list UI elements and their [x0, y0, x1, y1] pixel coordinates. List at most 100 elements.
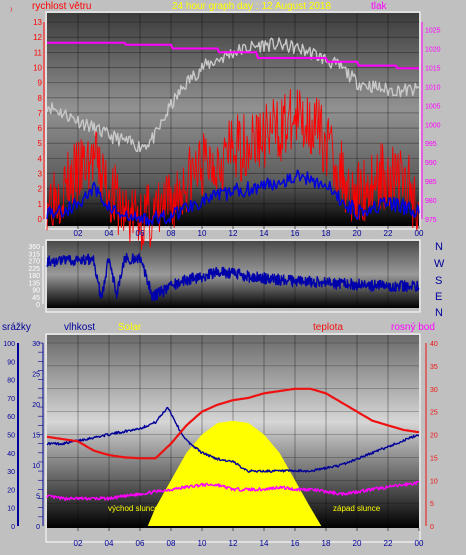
p2-left-tick-label: 225: [28, 266, 40, 273]
p3-xtick-label: 00: [415, 539, 424, 548]
p3-xtick-label: 18: [322, 539, 331, 548]
p3-temp-tick-label: 20: [430, 433, 438, 440]
p1-left-tick-label: 1: [38, 200, 43, 209]
p3-xtick-label: 14: [260, 539, 269, 548]
panel3-frame: [45, 333, 421, 543]
p3-temp-tick-label: 30: [430, 387, 438, 394]
p1-xtick-label: 10: [198, 229, 207, 238]
p1-left-tick-label: 10: [33, 63, 42, 72]
p1-xtick-label: 04: [105, 229, 114, 238]
p1-xtick-label: 18: [322, 229, 331, 238]
p1-xtick-label: 02: [74, 229, 83, 238]
precip-label: srážky: [2, 322, 31, 333]
p1-left-tick-label: 2: [38, 185, 43, 194]
p1-right-tick-label: 975: [425, 217, 437, 224]
p1-xtick-label: 08: [167, 229, 176, 238]
p2-left-tick-label: 270: [28, 259, 40, 266]
p1-left-tick-label: 7: [38, 109, 43, 118]
p1-left-tick-label: 8: [38, 94, 43, 103]
p3-temp-tick-label: 25: [430, 410, 438, 417]
p1-right-tick-label: 990: [425, 160, 437, 167]
p1-xtick-label: 20: [353, 229, 362, 238]
sunrise-annotation: východ slunce: [108, 504, 159, 513]
p1-right-tick-label: 1025: [425, 28, 441, 35]
compass-e: E: [435, 291, 442, 303]
p3-precip-tick-label: 20: [7, 487, 15, 494]
p1-left-tick-label: 0: [38, 215, 43, 224]
p1-left-tick-label: 4: [38, 154, 43, 163]
p3-precip-tick-label: 60: [7, 414, 15, 421]
compass-s: S: [435, 275, 442, 287]
p3-xtick-label: 08: [167, 539, 176, 548]
p3-xtick-label: 06: [136, 539, 145, 548]
p3-precip-tick-label: 90: [7, 359, 15, 366]
p2-left-tick-label: 90: [32, 288, 40, 295]
p3-temp-tick-label: 15: [430, 455, 438, 462]
p3-precip-tick-label: 0: [11, 524, 15, 531]
p1-xtick-label: 12: [229, 229, 238, 238]
wind-average-line: [46, 169, 420, 227]
p3-precip-tick-label: 30: [7, 469, 15, 476]
p1-right-tick-label: 985: [425, 179, 437, 186]
p1-xtick-label: 14: [260, 229, 269, 238]
p3-humidity-tick-label: 0: [36, 524, 40, 531]
p3-humidity-tick-label: 25: [32, 372, 40, 379]
p1-left-tick-label: 3: [38, 170, 43, 179]
compass-n-top: N: [435, 241, 443, 253]
p1-right-tick-label: 1020: [425, 47, 441, 54]
p2-left-tick-label: 360: [28, 244, 40, 251]
solar-area: [147, 420, 322, 526]
p3-precip-tick-label: 50: [7, 433, 15, 440]
p3-xtick-label: 10: [198, 539, 207, 548]
p1-right-tick-label: 995: [425, 141, 437, 148]
p1-left-tick-label: 13: [33, 18, 42, 27]
p2-left-tick-label: 315: [28, 251, 40, 258]
humidity-line: [46, 406, 419, 473]
p3-temp-tick-label: 40: [430, 341, 438, 348]
p3-temp-tick-label: 0: [430, 524, 434, 531]
p3-temp-tick-label: 35: [430, 364, 438, 371]
p3-xtick-label: 16: [291, 539, 300, 548]
p1-right-tick-label: 980: [425, 198, 437, 205]
p1-xtick-label: 00: [415, 229, 424, 238]
compass-w: W: [434, 258, 445, 270]
solar-label: Solar: [118, 322, 142, 333]
p3-precip-tick-label: 80: [7, 378, 15, 385]
p2-left-tick-label: 135: [28, 280, 40, 287]
p3-xtick-label: 04: [105, 539, 114, 548]
pressure-label: tlak: [371, 1, 388, 12]
p1-left-tick-label: 9: [38, 79, 43, 88]
wind-unit-glyph: ₎: [10, 3, 12, 13]
p3-humidity-tick-label: 20: [32, 402, 40, 409]
p3-xtick-label: 20: [353, 539, 362, 548]
panel2-frame: [45, 239, 421, 313]
sunset-annotation: západ slunce: [333, 504, 381, 513]
p1-right-tick-label: 1010: [425, 84, 441, 91]
p1-xtick-label: 06: [136, 229, 145, 238]
temperature-line: [46, 387, 420, 460]
p1-right-tick-label: 1000: [425, 122, 441, 129]
graph-title: 24 hour graph day : 12 August 2018: [172, 1, 331, 12]
p1-left-tick-label: 11: [34, 48, 43, 57]
p3-precip-tick-label: 40: [7, 451, 15, 458]
p3-humidity-tick-label: 10: [32, 463, 40, 470]
p3-xtick-label: 12: [229, 539, 238, 548]
p2-left-tick-label: 180: [28, 273, 40, 280]
p3-precip-tick-label: 10: [7, 506, 15, 513]
p3-humidity-tick-label: 30: [32, 341, 40, 348]
p1-left-tick-label: 12: [33, 33, 42, 42]
p3-temp-tick-label: 5: [430, 501, 434, 508]
wind-direction-line: [46, 252, 420, 302]
p2-left-tick-label: 0: [36, 302, 40, 309]
p3-temp-tick-label: 10: [430, 478, 438, 485]
p3-xtick-label: 02: [74, 539, 83, 548]
p1-right-tick-label: 1005: [425, 103, 441, 110]
p3-xtick-label: 22: [384, 539, 393, 548]
p1-xtick-label: 16: [291, 229, 300, 238]
wind-speed-label: rychlost větru: [32, 1, 91, 12]
p3-precip-tick-label: 100: [3, 341, 15, 348]
p1-left-tick-label: 5: [38, 139, 43, 148]
p3-humidity-tick-label: 5: [36, 494, 40, 501]
